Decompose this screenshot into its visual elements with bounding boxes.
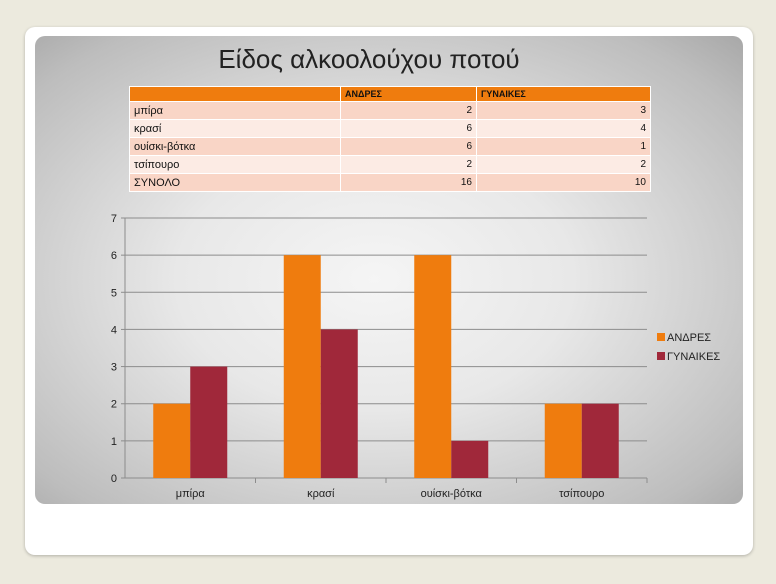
row-men: 2: [340, 101, 477, 120]
legend-swatch: [657, 333, 665, 341]
table-row: μπίρα 2 3: [129, 101, 651, 120]
row-men: 16: [340, 173, 477, 192]
table-header-men: ΑΝΔΡΕΣ: [340, 86, 477, 102]
table-header-row: ΑΝΔΡΕΣ ΓΥΝΑΙΚΕΣ: [129, 86, 651, 102]
row-women: 1: [476, 137, 651, 156]
row-women: 4: [476, 119, 651, 138]
row-men: 6: [340, 137, 477, 156]
table-row: κρασί 6 4: [129, 119, 651, 138]
row-label: ουίσκι-βότκα: [129, 137, 341, 156]
y-tick-label: 5: [111, 287, 117, 299]
x-tick-label: ουίσκι-βότκα: [421, 488, 483, 500]
legend-label: ΓΥΝΑΙΚΕΣ: [667, 351, 720, 363]
table-row-total: ΣΥΝΟΛΟ 16 10: [129, 173, 651, 192]
bar: [581, 403, 619, 478]
data-table: ΑΝΔΡΕΣ ΓΥΝΑΙΚΕΣ μπίρα 2 3 κρασί 6 4 ουίσ…: [129, 86, 651, 192]
chart-title: Είδος αλκοολούχου ποτού: [218, 44, 520, 74]
row-men: 2: [340, 155, 477, 174]
y-tick-label: 0: [111, 473, 117, 485]
bar: [153, 403, 191, 478]
y-tick-label: 6: [111, 250, 117, 262]
x-tick-label: κρασί: [307, 488, 335, 500]
bar: [451, 440, 489, 478]
legend-swatch: [657, 352, 665, 360]
table-row: ουίσκι-βότκα 6 1: [129, 137, 651, 156]
row-women: 10: [476, 173, 651, 192]
bar: [544, 403, 582, 478]
row-women: 3: [476, 101, 651, 120]
bar: [320, 329, 358, 478]
chart-panel: Είδος αλκοολούχου ποτού ΑΝΔΡΕΣ ΓΥΝΑΙΚΕΣ …: [35, 36, 743, 504]
bar: [190, 366, 228, 478]
row-label: ΣΥΝΟΛΟ: [129, 173, 341, 192]
legend-label: ΑΝΔΡΕΣ: [667, 332, 711, 344]
bar: [414, 255, 452, 478]
y-tick-label: 3: [111, 362, 117, 374]
x-tick-label: μπίρα: [176, 488, 206, 500]
row-label: κρασί: [129, 119, 341, 138]
y-tick-label: 4: [111, 324, 117, 336]
x-tick-label: τσίπουρο: [559, 488, 604, 500]
y-tick-label: 2: [111, 399, 117, 411]
y-tick-label: 1: [111, 436, 117, 448]
bar-chart: 0 1 2 3 4 5 6 7 μπίρα κρασί ουίσκι-βότκα τσίπουρο ΑΝ…: [111, 213, 721, 500]
y-tick-label: 7: [111, 213, 117, 225]
bar: [283, 255, 321, 478]
